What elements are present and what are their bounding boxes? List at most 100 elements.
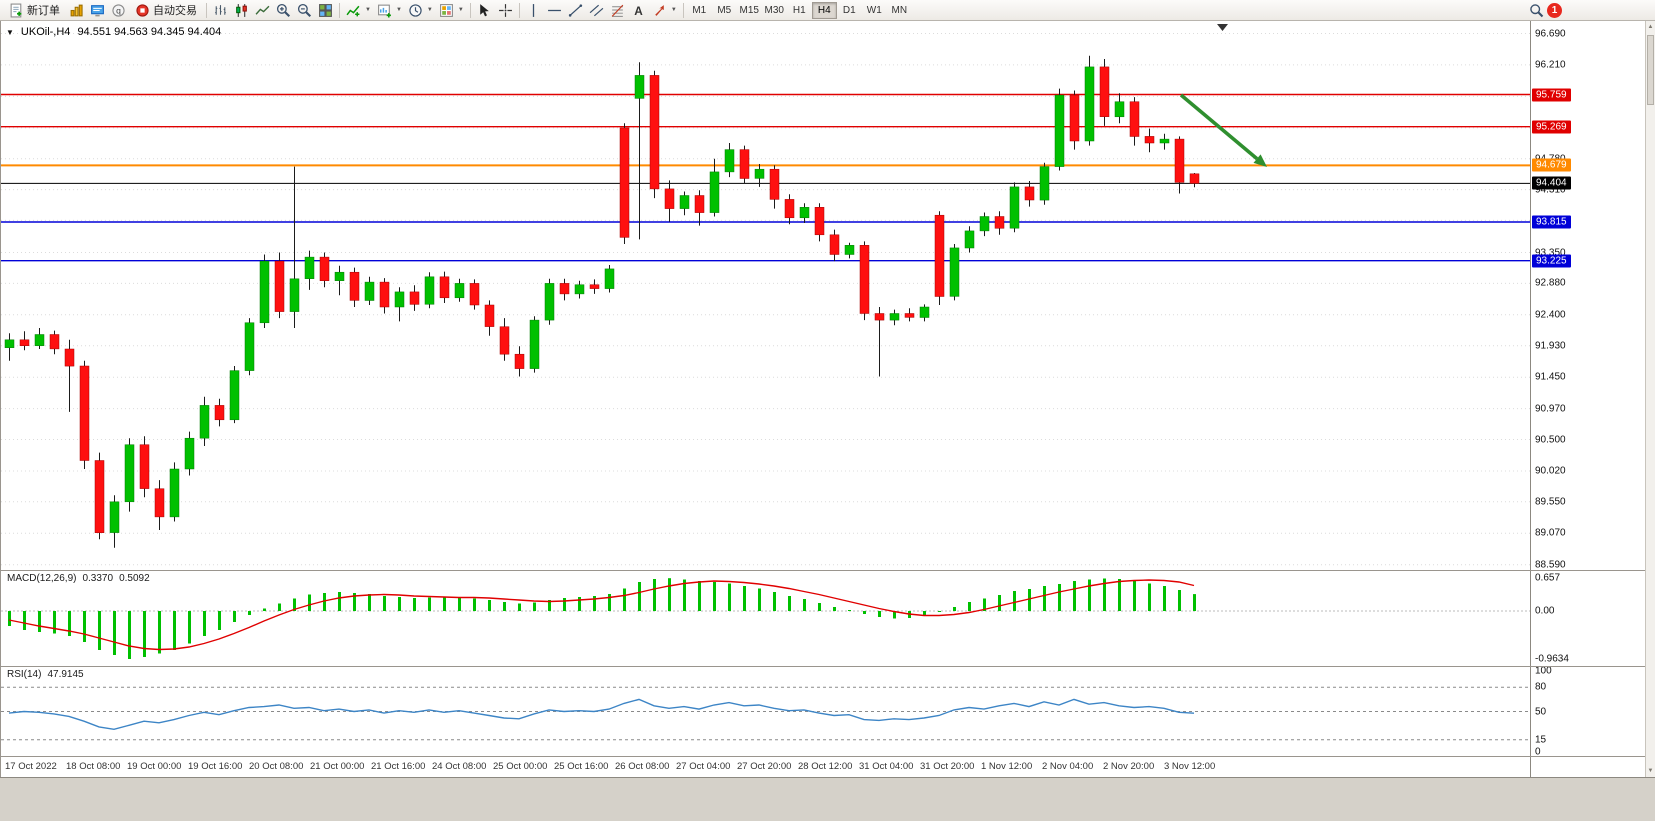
bar-chart-button[interactable] [210,1,231,20]
channel-button[interactable] [586,1,607,20]
time-label: 24 Oct 08:00 [432,761,487,772]
clock-icon [409,3,422,17]
rsi-pane[interactable]: RSI(14) 47.9145 [1,667,1530,756]
timeframe-mn[interactable]: MN [887,2,912,19]
new-order-button[interactable]: 新订单 [3,1,66,20]
timeframe-h1[interactable]: H1 [787,2,812,19]
cursor-button[interactable] [474,1,495,20]
price-axis-label: 91.930 [1535,340,1566,352]
scroll-up-arrow[interactable]: ▲ [1647,24,1654,30]
scroll-down-arrow[interactable]: ▼ [1647,768,1654,774]
pane-divider[interactable] [1,666,1646,667]
pane-divider[interactable] [1,756,1646,757]
time-label: 17 Oct 2022 [5,761,57,772]
price-axis-label: 89.070 [1535,527,1566,539]
arrows-button[interactable]: ▼ [649,1,680,20]
indicators-button[interactable]: ▼ [343,1,374,20]
crosshair-button[interactable] [495,1,516,20]
price-tag: 94.404 [1532,176,1571,190]
timeframe-w1[interactable]: W1 [862,2,887,19]
zoom-out-button[interactable] [294,1,315,20]
timeframe-h4[interactable]: H4 [811,1,837,19]
zoom-in-button[interactable] [273,1,294,20]
line-chart-button[interactable] [252,1,273,20]
time-label: 21 Oct 16:00 [371,761,426,772]
price-axis-label: 94.780 [1535,153,1566,164]
horizontal-line-button[interactable] [544,1,565,20]
symbol-period-label: UKOil-,H4 [20,26,71,38]
price-axis-label: 96.690 [1535,28,1566,39]
auto-trading-button[interactable]: 自动交易 [129,1,203,20]
dropdown-caret: ▼ [670,7,677,13]
rsi-line [8,698,1195,731]
scrollbar-thumb[interactable] [1647,35,1654,105]
price-axis-label: 93.350 [1535,247,1566,258]
cursor-icon [480,3,489,16]
rsi-plot[interactable] [1,667,1530,756]
time-label: 25 Oct 16:00 [554,761,609,772]
macd-axis-label: 0.657 [1535,572,1561,584]
fibonacci-button[interactable] [607,1,628,20]
price-axis-label: 92.880 [1535,277,1566,289]
language-icon: q [112,3,125,17]
timeframe-m30[interactable]: M30 [762,2,787,19]
time-axis[interactable]: 17 Oct 2022 18 Oct 08:00 19 Oct 00:00 19 Oc… [1,757,1530,777]
new-chart-button[interactable]: ▼ [374,1,405,20]
timeframe-m5[interactable]: M5 [712,2,737,19]
timeframe-d1[interactable]: D1 [837,2,862,19]
timeframe-m1[interactable]: M1 [687,2,712,19]
price-tag: 94.679 [1532,158,1571,172]
trendline-icon [568,3,582,17]
candlestick-button[interactable] [231,1,252,20]
language-button[interactable]: q [108,1,129,20]
price-axis-label: 90.500 [1535,434,1566,445]
new-order-icon [10,3,22,17]
rsi-axis-label: 100 [1535,665,1552,677]
notification-badge[interactable]: 1 [1547,2,1562,18]
horizontal-lines[interactable] [1,93,1530,262]
terminal-button[interactable] [87,1,108,20]
time-label: 20 Oct 08:00 [249,761,304,772]
time-label: 2 Nov 20:00 [1103,761,1155,772]
periods-button[interactable]: ▼ [405,1,436,20]
vertical-line-button[interactable] [523,1,544,20]
trend-arrow[interactable] [1179,93,1259,161]
auto-trading-icon [136,3,149,17]
toolbar-separator [682,2,684,18]
macd-plot[interactable] [1,571,1530,666]
macd-pane[interactable]: MACD(12,26,9) 0.3370 0.5092 [1,571,1530,666]
rsi-axis-label: 0 [1535,746,1541,758]
price-axis[interactable]: 96.69096.21095.73095.25094.78094.31093.8… [1530,21,1646,777]
time-label: 26 Oct 08:00 [615,761,670,772]
macd-histogram [8,578,1196,659]
macd-main-value: 0.3370 [82,573,114,584]
price-plot[interactable] [1,21,1530,570]
toolbar-separator [518,2,520,18]
template-icon [439,3,453,17]
time-label: 27 Oct 20:00 [737,761,792,772]
toolbar-separator [206,2,207,18]
price-pane[interactable]: ▼ UKOil-,H4 94.551 94.563 94.345 94.404 [1,21,1530,570]
tile-windows-button[interactable] [315,1,336,20]
one-click-trading-toggle[interactable]: ▼ [6,27,14,37]
text-button[interactable]: A [628,1,649,20]
templates-button[interactable]: ▼ [436,1,467,20]
text-icon: A [634,4,643,17]
shift-marker[interactable] [1217,24,1228,31]
profiles-button[interactable] [66,1,87,20]
svg-text:q: q [116,5,121,15]
toolbar-separator [469,2,471,18]
channel-icon [589,4,604,16]
price-axis-label: 96.210 [1535,59,1566,71]
pane-divider[interactable] [1,570,1646,571]
crosshair-icon [498,3,512,17]
trendline-button[interactable] [565,1,586,20]
macd-axis-label: 0.00 [1535,605,1555,617]
timeframe-m15[interactable]: M15 [737,2,762,19]
vertical-scrollbar[interactable]: ▲ ▼ [1645,21,1655,777]
search-button[interactable] [1526,1,1547,20]
rsi-name: RSI(14) [7,669,42,680]
dropdown-caret: ▼ [457,7,464,13]
rsi-axis-label: 80 [1535,681,1547,693]
